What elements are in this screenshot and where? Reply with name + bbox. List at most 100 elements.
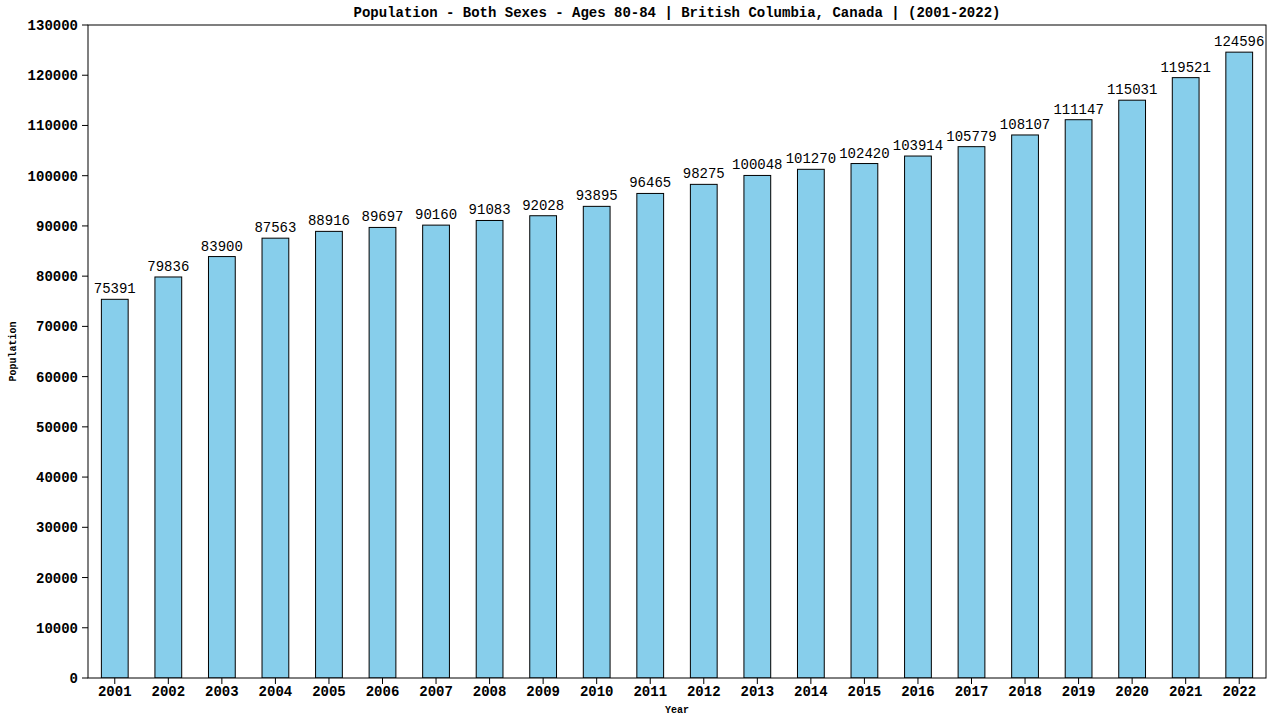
bar — [905, 156, 932, 678]
bar — [851, 164, 878, 678]
x-tick-label: 2003 — [205, 684, 239, 700]
y-tick-label: 40000 — [36, 470, 78, 486]
bar — [690, 184, 717, 678]
plot-frame — [88, 25, 1266, 678]
data-label: 108107 — [1000, 117, 1050, 133]
bar — [744, 175, 771, 678]
y-tick-label: 90000 — [36, 219, 78, 235]
x-tick-label: 2018 — [1008, 684, 1042, 700]
data-label: 100048 — [732, 157, 782, 173]
y-tick — [82, 577, 88, 578]
y-tick-label: 130000 — [28, 18, 78, 34]
x-tick-label: 2002 — [152, 684, 186, 700]
y-tick-label: 0 — [70, 671, 78, 687]
data-label: 115031 — [1107, 82, 1157, 98]
x-tick-label: 2021 — [1169, 684, 1203, 700]
y-tick — [82, 678, 88, 679]
bar — [1012, 135, 1039, 678]
data-label: 101270 — [786, 151, 836, 167]
data-label: 87563 — [254, 220, 296, 236]
data-label: 88916 — [308, 213, 350, 229]
bar — [423, 225, 450, 678]
data-label: 90160 — [415, 207, 457, 223]
bar — [476, 220, 503, 678]
y-tick — [82, 627, 88, 628]
x-tick-label: 2015 — [848, 684, 882, 700]
y-tick — [82, 276, 88, 277]
bar — [262, 238, 289, 678]
data-label: 92028 — [522, 198, 564, 214]
y-tick-label: 110000 — [28, 118, 78, 134]
x-tick-label: 2008 — [473, 684, 507, 700]
y-tick — [82, 477, 88, 478]
y-tick-label: 30000 — [36, 520, 78, 536]
data-label: 89697 — [361, 209, 403, 225]
bar — [530, 216, 557, 678]
x-tick-label: 2006 — [366, 684, 400, 700]
x-tick-label: 2017 — [955, 684, 989, 700]
x-tick-label: 2016 — [901, 684, 935, 700]
bar — [1172, 78, 1199, 678]
data-label: 119521 — [1160, 60, 1210, 76]
x-tick-label: 2022 — [1222, 684, 1256, 700]
bar — [1065, 120, 1092, 678]
data-label: 124596 — [1214, 34, 1264, 50]
bar — [958, 147, 985, 678]
title: Population - Both Sexes - Ages 80-84 | B… — [354, 5, 1001, 21]
x-tick-label: 2019 — [1062, 684, 1096, 700]
data-label: 91083 — [469, 202, 511, 218]
y-tick-label: 50000 — [36, 420, 78, 436]
y-tick — [82, 376, 88, 377]
y-tick-label: 20000 — [36, 571, 78, 587]
y-tick-label: 60000 — [36, 370, 78, 386]
bar — [583, 206, 610, 678]
x-tick-label: 2014 — [794, 684, 828, 700]
y-tick — [82, 527, 88, 528]
chart: Population - Both Sexes - Ages 80-84 | B… — [0, 0, 1280, 720]
y-tick — [82, 175, 88, 176]
data-label: 103914 — [893, 138, 943, 154]
x-tick-label: 2012 — [687, 684, 721, 700]
x-tick-label: 2009 — [526, 684, 560, 700]
x-tick-label: 2010 — [580, 684, 614, 700]
bar — [1119, 100, 1146, 678]
data-labels: 75391 79836 83900 87563 88916 89697 90160 91083… — [94, 34, 1265, 297]
x-tick-label: 2001 — [98, 684, 132, 700]
x-tick-label: 2005 — [312, 684, 346, 700]
x-tick-label: 2020 — [1115, 684, 1149, 700]
y-tick — [82, 326, 88, 327]
bar — [155, 277, 182, 678]
y-tick — [82, 426, 88, 427]
x-tick-label: 2013 — [741, 684, 775, 700]
data-label: 105779 — [946, 129, 996, 145]
data-label: 102420 — [839, 146, 889, 162]
data-label: 111147 — [1053, 102, 1103, 118]
bar — [1226, 52, 1253, 678]
data-label: 79836 — [147, 259, 189, 275]
bar — [369, 227, 396, 678]
y-tick-label: 100000 — [28, 169, 78, 185]
data-label: 75391 — [94, 281, 136, 297]
y-tick-label: 120000 — [28, 68, 78, 84]
bars — [101, 52, 1252, 678]
y-tick — [82, 25, 88, 26]
y-tick-label: 80000 — [36, 269, 78, 285]
y-tick — [82, 225, 88, 226]
bar — [637, 193, 664, 678]
data-label: 93895 — [576, 188, 618, 204]
bar — [101, 299, 128, 678]
x-tick-label: 2007 — [419, 684, 453, 700]
data-label: 83900 — [201, 239, 243, 255]
x-axis-label: Year — [665, 705, 689, 716]
bar — [208, 257, 235, 678]
y-tick-label: 10000 — [36, 621, 78, 637]
y-tick — [82, 125, 88, 126]
bar — [797, 169, 824, 678]
data-label: 98275 — [683, 166, 725, 182]
y-axis-label: Population — [8, 321, 19, 381]
x-tick-label: 2004 — [259, 684, 293, 700]
y-tick-label: 70000 — [36, 319, 78, 335]
data-label: 96465 — [629, 175, 671, 191]
bar — [316, 231, 343, 678]
x-tick-label: 2011 — [633, 684, 667, 700]
